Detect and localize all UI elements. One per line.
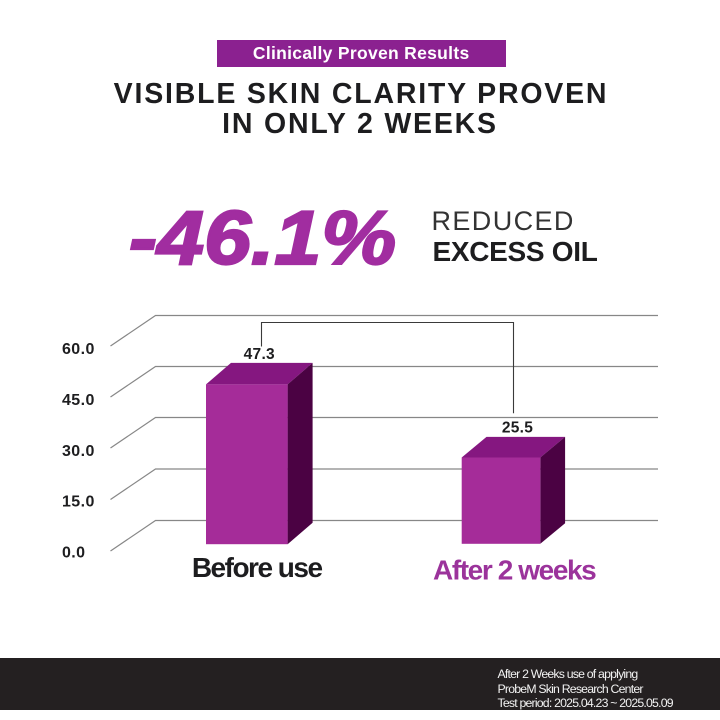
svg-text:30.0: 30.0 bbox=[62, 443, 95, 460]
svg-text:45.0: 45.0 bbox=[62, 392, 95, 409]
svg-text:15.0: 15.0 bbox=[62, 494, 95, 511]
svg-text:47.3: 47.3 bbox=[244, 346, 275, 363]
svg-text:25.5: 25.5 bbox=[502, 420, 533, 437]
svg-text:0.0: 0.0 bbox=[62, 545, 85, 562]
svg-text:Before use: Before use bbox=[192, 552, 323, 583]
svg-text:After 2 weeks: After 2 weeks bbox=[433, 555, 596, 586]
svg-text:60.0: 60.0 bbox=[62, 341, 95, 358]
